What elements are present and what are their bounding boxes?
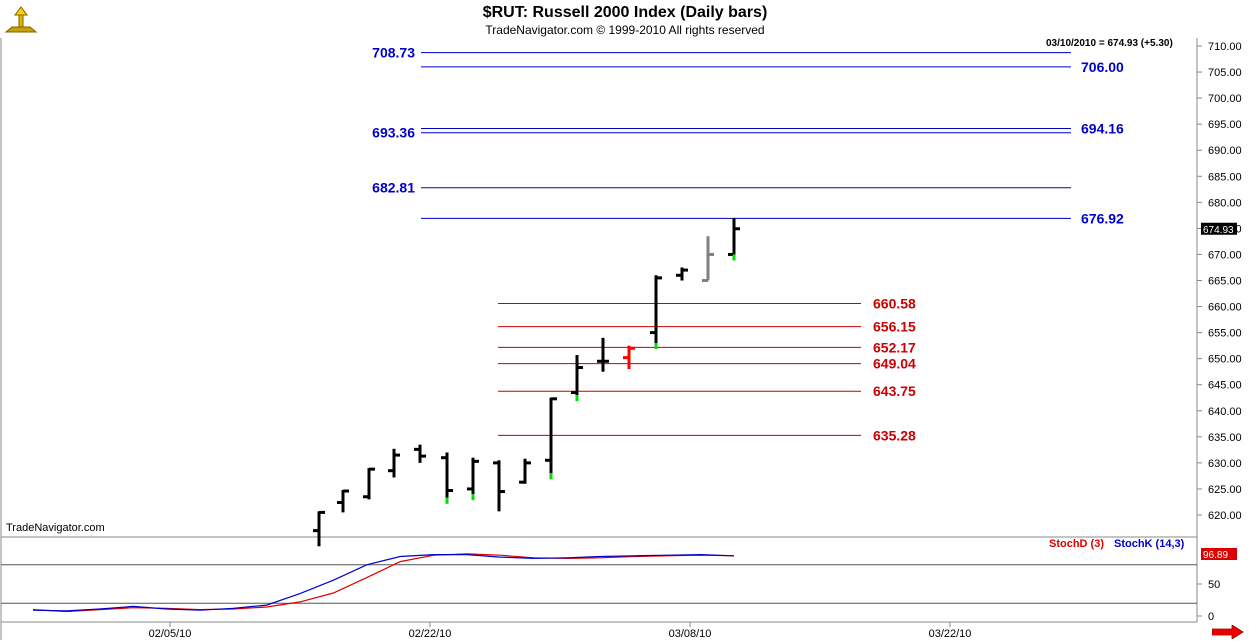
y-axis-tick-label: 690.00 [1208,145,1242,157]
watermark: TradeNavigator.com [6,522,105,534]
y-axis-tick-label: 650.00 [1208,354,1242,366]
ohlc-bar [467,457,479,501]
level-label: 676.92 [1081,210,1124,226]
ohlc-bar [493,460,505,512]
y-axis-tick-label: 705.00 [1208,67,1242,79]
ohlc-bar [363,467,375,500]
trade-navigator-logo-icon [4,6,38,33]
ohlc-bar [414,444,426,463]
y-axis-tick-label: 680.00 [1208,197,1242,209]
y-axis-tick-label: 685.00 [1208,171,1242,183]
last-price-tag-bg [1201,222,1237,235]
level-label: 649.04 [873,356,916,372]
ohlc-bar [676,267,688,281]
y-axis-tick-label: 660.00 [1208,302,1242,314]
ohlc-bar [337,489,349,513]
level-label: 643.75 [873,383,916,399]
last-price-tag: 674.93 [1203,225,1234,236]
level-label: 660.58 [873,296,916,312]
y-axis-tick-label: 670.00 [1208,249,1242,261]
chart-subtitle: TradeNavigator.com © 1999-2010 All right… [485,23,765,37]
red-right-arrow-icon[interactable] [1212,625,1244,639]
ohlc-bar [313,510,325,547]
y-axis-tick-label: 620.00 [1208,510,1242,522]
ohlc-bar [650,275,662,350]
y-axis-tick-label: 640.00 [1208,406,1242,418]
y-axis-tick-label: 635.00 [1208,432,1242,444]
level-label: 656.15 [873,319,916,335]
y-axis-tick-label: 700.00 [1208,93,1242,105]
y-axis-tick-label: 710.00 [1208,41,1242,53]
y-axis-tick-label: 645.00 [1208,380,1242,392]
ohlc-bar [388,448,400,478]
level-label: 706.00 [1081,59,1124,75]
y-axis-tick-label: 695.00 [1208,119,1242,131]
ohlc-bar [441,452,453,504]
ohlc-bar [623,345,635,370]
ohlc-bar [571,355,583,402]
ohlc-bar [519,458,531,484]
ohlc-bar [702,236,714,282]
level-label: 682.81 [372,180,415,196]
level-label: 693.36 [372,125,415,141]
level-label: 694.16 [1081,121,1124,137]
y-axis-tick-label: 625.00 [1208,484,1242,496]
chart-title: $RUT: Russell 2000 Index (Daily bars) [482,4,768,21]
level-label: 635.28 [873,427,916,443]
y-axis-tick-label: 655.00 [1208,328,1242,340]
ohlc-bar [728,217,740,261]
level-label: 652.17 [873,339,916,355]
ohlc-bar [597,337,609,372]
level-label: 708.73 [372,45,415,61]
ohlc-bar [545,397,557,480]
price-readout: 03/10/2010 = 674.93 (+5.30) [1046,38,1173,49]
y-axis-tick-label: 665.00 [1208,276,1242,288]
y-axis-tick-label: 630.00 [1208,458,1242,470]
